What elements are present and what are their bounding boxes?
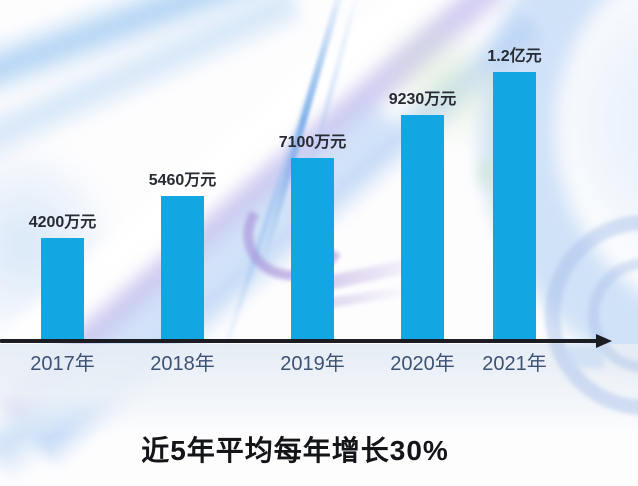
x-axis-arrowhead bbox=[596, 334, 612, 348]
bar-value-label: 7100万元 bbox=[278, 134, 347, 151]
bg-ring-bottom-right-inner bbox=[588, 258, 638, 373]
chart-title: 近5年平均每年增长30% bbox=[141, 435, 449, 466]
bar-2018 bbox=[161, 196, 204, 342]
x-tick-label: 2017年 bbox=[30, 353, 95, 375]
x-tick-label: 2020年 bbox=[390, 353, 455, 375]
bar-value-label: 9230万元 bbox=[388, 91, 457, 108]
bar-value-label: 1.2亿元 bbox=[487, 48, 542, 65]
bar-value-label: 5460万元 bbox=[148, 172, 217, 189]
x-tick-label: 2018年 bbox=[150, 353, 215, 375]
bg-streak-lavender-main bbox=[0, 0, 550, 471]
bar-value-label: 4200万元 bbox=[28, 214, 97, 231]
bar-2021 bbox=[493, 72, 536, 342]
bg-patch-bottom-right bbox=[566, 346, 604, 368]
bg-swirl-right-glow bbox=[540, 0, 638, 300]
x-tick-label: 2019年 bbox=[280, 353, 345, 375]
bg-swirl-top-left-1 bbox=[0, 0, 352, 137]
bar-2019 bbox=[291, 158, 334, 342]
bg-ring-bottom-right-outer bbox=[545, 215, 638, 415]
x-tick-label: 2021年 bbox=[482, 353, 547, 375]
bar-2017 bbox=[41, 238, 84, 342]
x-axis-line bbox=[0, 339, 598, 343]
bar-2020 bbox=[401, 115, 444, 342]
bg-swirl-top-left-2 bbox=[0, 0, 305, 196]
